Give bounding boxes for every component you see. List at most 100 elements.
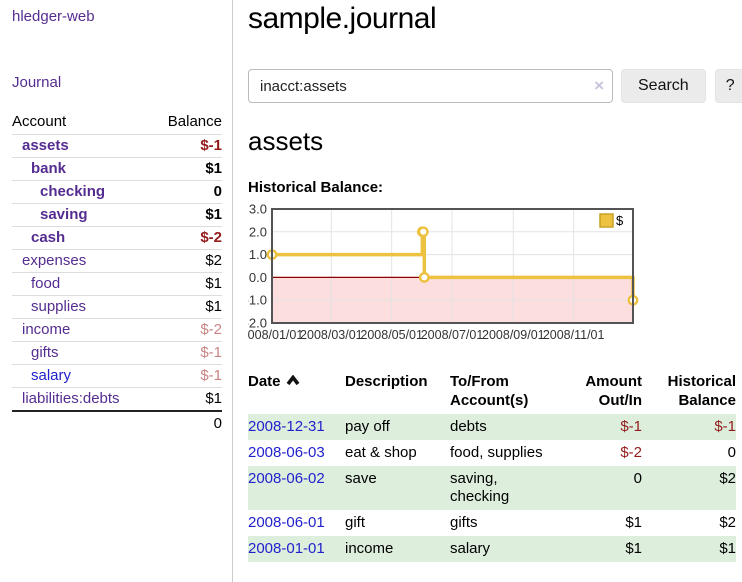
account-balance: $-1 — [200, 344, 222, 361]
register-row: 2008-06-03 eat & shop food, supplies $-2… — [248, 440, 736, 466]
account-balance: $-1 — [200, 367, 222, 384]
column-header-accounts: To/From Account(s) — [450, 373, 529, 409]
account-link[interactable]: income — [22, 321, 71, 338]
register-row: 2008-12-31 pay off debts $-1 $-1 — [248, 414, 736, 440]
amount-cell: $-1 — [620, 418, 642, 435]
chart-title: Historical Balance: — [248, 179, 384, 196]
account-balance: $-2 — [200, 321, 222, 338]
account-link[interactable]: saving — [40, 206, 88, 223]
account-balance: $1 — [205, 298, 222, 315]
amount-cell: 0 — [633, 470, 642, 487]
column-header-balance: Historical Balance — [667, 373, 736, 409]
accounts-cell: debts — [450, 418, 487, 435]
column-header-date[interactable]: Date — [248, 370, 345, 414]
balance-cell: $2 — [719, 470, 736, 487]
balance-cell: $1 — [719, 540, 736, 557]
register-row: 2008-01-01 income salary $1 $1 — [248, 536, 736, 562]
account-balance: $2 — [205, 252, 222, 269]
account-column-header: Account — [12, 113, 67, 130]
historical-balance-chart: 3.0 2.0 1.0 0.0 -1.0 -2.02008/01/012008/03/01… — [241, 201, 742, 354]
help-button[interactable]: ? — [714, 69, 742, 103]
app-title-link[interactable]: hledger-web — [12, 8, 95, 25]
account-balance: 0 — [213, 183, 222, 200]
account-row: liabilities:debts $1 — [12, 387, 222, 410]
amount-cell: $1 — [625, 540, 642, 557]
accounts-cell: gifts — [450, 514, 478, 531]
account-balance: $1 — [205, 390, 222, 407]
account-link[interactable]: gifts — [31, 344, 59, 361]
column-header-description: Description — [345, 373, 428, 390]
svg-text:3.0: 3.0 — [249, 202, 267, 217]
svg-text:2008/01/01: 2008/01/01 — [248, 328, 303, 342]
page-title: sample.journal — [248, 2, 437, 35]
register-table: Date Description To/From Account(s) Amou… — [248, 370, 736, 562]
account-row: expenses $2 — [12, 249, 222, 272]
balance-cell: 0 — [727, 444, 736, 461]
svg-text:1.0: 1.0 — [249, 247, 267, 262]
svg-text:2.0: 2.0 — [249, 224, 267, 239]
account-row: supplies $1 — [12, 295, 222, 318]
account-balance: $-1 — [200, 137, 222, 154]
accounts-total-row: 0 — [12, 410, 222, 435]
search-input[interactable] — [248, 69, 613, 103]
date-link[interactable]: 2008-06-03 — [248, 444, 325, 461]
amount-cell: $-2 — [620, 444, 642, 461]
account-row: income $-2 — [12, 318, 222, 341]
svg-text:2008/05/01: 2008/05/01 — [360, 328, 423, 342]
account-link[interactable]: checking — [40, 183, 106, 200]
account-row: cash $-2 — [12, 226, 222, 249]
account-link[interactable]: bank — [31, 160, 67, 177]
account-row: gifts $-1 — [12, 341, 222, 364]
account-row: checking 0 — [12, 180, 222, 203]
sidebar-item-journal[interactable]: Journal — [12, 74, 62, 91]
sidebar: hledger-web Journal Account Balance asse… — [0, 0, 233, 582]
main-content: sample.journal × Search ? assets Histori… — [241, 0, 742, 582]
date-link[interactable]: 2008-01-01 — [248, 540, 325, 557]
account-link[interactable]: food — [31, 275, 61, 292]
description-cell: gift — [345, 514, 366, 531]
account-heading: assets — [248, 126, 324, 156]
accounts-table-header: Account Balance — [12, 110, 222, 134]
column-header-amount: Amount Out/In — [585, 373, 642, 409]
description-cell: pay off — [345, 418, 390, 435]
svg-text:2008/09/01: 2008/09/01 — [482, 328, 545, 342]
total-balance: 0 — [213, 415, 222, 432]
accounts-table: Account Balance assets $-1 bank $1 check… — [12, 110, 222, 435]
account-link[interactable]: assets — [22, 137, 69, 154]
svg-text:2008/03/01: 2008/03/01 — [300, 328, 363, 342]
balance-cell: $-1 — [714, 418, 736, 435]
accounts-cell: food, supplies — [450, 444, 543, 461]
account-link[interactable]: cash — [31, 229, 66, 246]
register-row: 2008-06-01 gift gifts $1 $2 — [248, 510, 736, 536]
account-balance: $1 — [205, 275, 222, 292]
svg-text:2008/07/01: 2008/07/01 — [421, 328, 484, 342]
account-balance: $1 — [205, 206, 222, 223]
account-balance: $1 — [205, 160, 222, 177]
svg-text:-1.0: -1.0 — [248, 293, 267, 308]
account-row: bank $1 — [12, 157, 222, 180]
date-link[interactable]: 2008-06-01 — [248, 514, 325, 531]
amount-cell: $1 — [625, 514, 642, 531]
account-row: salary $-1 — [12, 364, 222, 387]
description-cell: save — [345, 470, 377, 487]
description-cell: eat & shop — [345, 444, 417, 461]
account-link[interactable]: expenses — [22, 252, 87, 269]
balance-cell: $2 — [719, 514, 736, 531]
svg-text:-2.0: -2.0 — [248, 316, 267, 331]
search-row: × Search ? — [248, 69, 742, 103]
account-row: saving $1 — [12, 203, 222, 226]
balance-column-header: Balance — [167, 113, 222, 130]
register-row: 2008-06-02 save saving, checking 0 $2 — [248, 466, 736, 510]
account-row: food $1 — [12, 272, 222, 295]
account-link[interactable]: salary — [31, 367, 72, 384]
account-balance: $-2 — [200, 229, 222, 246]
description-cell: income — [345, 540, 394, 557]
search-button[interactable]: Search — [621, 69, 706, 103]
account-link[interactable]: supplies — [31, 298, 87, 315]
date-link[interactable]: 2008-06-02 — [248, 470, 325, 487]
clear-search-icon[interactable]: × — [594, 76, 604, 95]
date-link[interactable]: 2008-12-31 — [248, 418, 325, 435]
svg-text:0.0: 0.0 — [249, 270, 267, 285]
account-link[interactable]: liabilities:debts — [22, 390, 120, 407]
